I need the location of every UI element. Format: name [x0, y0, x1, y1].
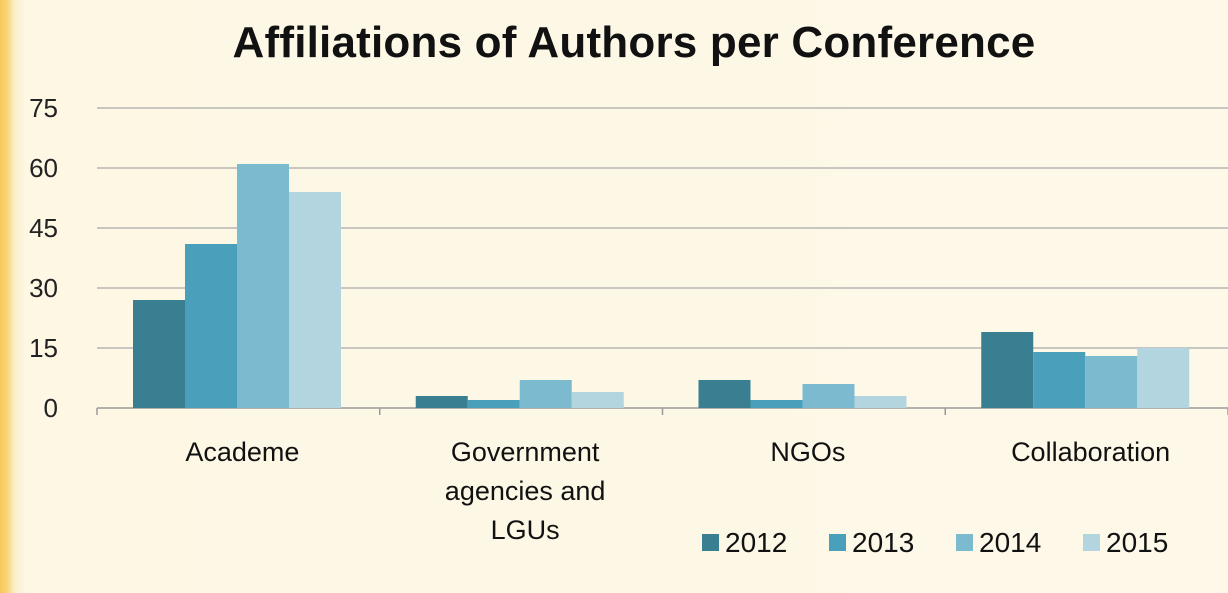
bar-2013-1: [467, 400, 520, 408]
category-label: LGUs: [491, 515, 560, 545]
category-label: NGOs: [770, 437, 845, 467]
legend-label: 2015: [1106, 527, 1168, 558]
bar-2014-2: [802, 384, 855, 408]
bar-2013-0: [185, 244, 237, 408]
legend-swatch-2013: [829, 534, 846, 551]
y-tick-label: 0: [44, 393, 58, 423]
bar-2015-0: [289, 192, 341, 408]
bar-2012-2: [698, 380, 751, 408]
chart-title: Affiliations of Authors per Conference: [232, 18, 1036, 67]
category-label: Academe: [185, 437, 299, 467]
legend-swatch-2015: [1083, 534, 1100, 551]
bar-2015-2: [854, 396, 907, 408]
legend-label: 2012: [725, 527, 787, 558]
bar-2013-3: [1033, 352, 1086, 408]
legend-label: 2014: [979, 527, 1041, 558]
bar-2015-1: [571, 392, 624, 408]
legend-swatch-2014: [956, 534, 973, 551]
bar-2014-3: [1085, 356, 1138, 408]
y-tick-label: 30: [29, 273, 58, 303]
bar-2014-1: [519, 380, 572, 408]
bar-2014-0: [237, 164, 289, 408]
y-tick-label: 60: [29, 153, 58, 183]
y-tick-label: 15: [29, 333, 58, 363]
bar-2012-1: [415, 396, 468, 408]
bar-2012-0: [133, 300, 185, 408]
y-tick-label: 75: [29, 93, 58, 123]
legend-label: 2013: [852, 527, 914, 558]
legend-swatch-2012: [702, 534, 719, 551]
bar-2013-2: [750, 400, 803, 408]
category-label: Government: [451, 437, 600, 467]
bar-2012-3: [981, 332, 1034, 408]
category-label: agencies and: [445, 476, 606, 506]
y-tick-label: 45: [29, 213, 58, 243]
bar-2015-3: [1137, 348, 1190, 408]
category-label: Collaboration: [1011, 437, 1170, 467]
